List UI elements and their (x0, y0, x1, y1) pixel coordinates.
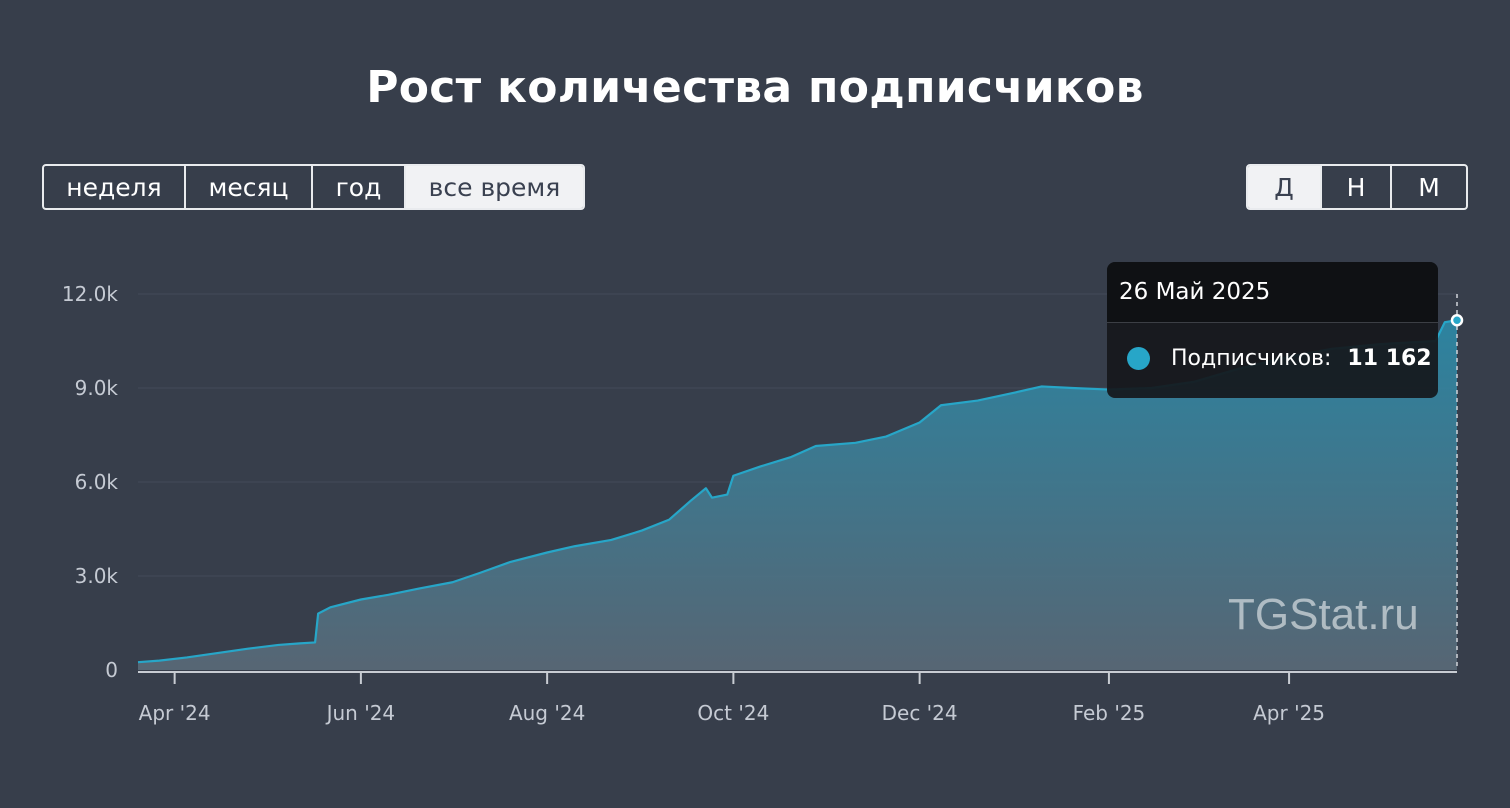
area-series (138, 320, 1457, 670)
x-tick-label: Feb '25 (1073, 701, 1146, 725)
hover-point (1450, 314, 1464, 327)
period-all-time-button[interactable]: все время (406, 166, 583, 208)
x-axis: Apr '24 Jun '24 Aug '24 Oct '24 Dec '24 Feb '… (138, 671, 1457, 725)
hover-marker (1450, 294, 1464, 670)
granularity-selector: Д Н М (1246, 164, 1468, 210)
y-tick-label: 9.0k (75, 376, 119, 400)
x-tick-label: Apr '24 (139, 701, 211, 725)
y-tick-label: 3.0k (75, 564, 119, 588)
tooltip-row: Подписчиков: 11 162 (1127, 346, 1432, 371)
tooltip-date: 26 Май 2025 (1107, 262, 1438, 323)
tooltip: 26 Май 2025 Подписчиков: 11 162 (1107, 262, 1438, 398)
period-week-button[interactable]: неделя (44, 166, 186, 208)
granularity-day-button[interactable]: Д (1248, 166, 1322, 208)
x-tick-label: Jun '24 (325, 701, 396, 725)
period-selector: неделя месяц год все время (42, 164, 585, 210)
tooltip-label: Подписчиков: (1171, 346, 1332, 371)
x-tick-label: Aug '24 (509, 701, 585, 725)
y-tick-label: 6.0k (75, 470, 119, 494)
tooltip-value: 11 162 (1347, 346, 1432, 371)
granularity-week-button[interactable]: Н (1322, 166, 1392, 208)
x-tick-label: Apr '25 (1253, 701, 1325, 725)
series-dot-icon (1127, 347, 1150, 370)
y-axis: 0 3.0k 6.0k 9.0k 12.0k (62, 282, 119, 682)
period-month-button[interactable]: месяц (186, 166, 313, 208)
y-tick-label: 0 (105, 658, 118, 682)
x-tick-label: Dec '24 (882, 701, 958, 725)
y-tick-label: 12.0k (62, 282, 119, 306)
x-tick-label: Oct '24 (697, 701, 769, 725)
watermark: TGStat.ru (1228, 590, 1419, 639)
granularity-month-button[interactable]: М (1418, 172, 1440, 202)
chart-title: Рост количества подписчиков (366, 62, 1144, 113)
period-year-button[interactable]: год (313, 166, 406, 208)
